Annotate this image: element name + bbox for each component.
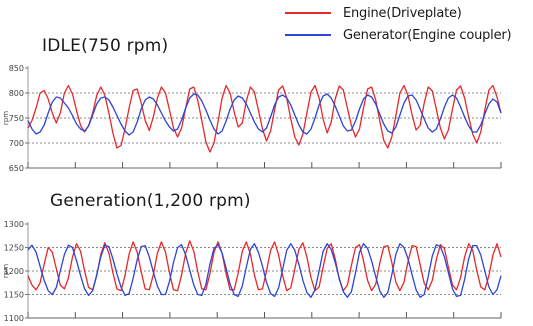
y-axis-label: rpm bbox=[2, 111, 10, 125]
y-tick-label: 700 bbox=[9, 139, 24, 148]
legend-item-engine: Engine(Driveplate) bbox=[285, 2, 530, 24]
generator-series-line bbox=[27, 243, 502, 298]
y-tick-label: 800 bbox=[9, 89, 24, 98]
y-tick-label: 850 bbox=[9, 64, 24, 73]
y-tick-label: 1250 bbox=[4, 244, 24, 253]
legend-label-engine: Engine(Driveplate) bbox=[343, 5, 462, 21]
legend-swatch-engine bbox=[285, 12, 331, 14]
y-tick-label: 1150 bbox=[4, 291, 24, 300]
legend: Engine(Driveplate) Generator(Engine coup… bbox=[285, 2, 530, 46]
y-tick-label: 1200 bbox=[4, 267, 24, 276]
y-tick-label: 1100 bbox=[4, 314, 24, 323]
engine-series-line bbox=[27, 84, 502, 153]
idle-chart: 650 700 750 800 850 rpm bbox=[2, 64, 502, 173]
y-tick-label: 650 bbox=[9, 164, 24, 173]
engine-series-line bbox=[27, 240, 502, 292]
y-tick-label: 750 bbox=[9, 114, 24, 123]
generation-chart: 1100 1150 1200 1250 1300 rpm bbox=[2, 220, 502, 323]
legend-label-generator: Generator(Engine coupler) bbox=[343, 27, 512, 43]
idle-chart-title: IDLE(750 rpm) bbox=[42, 36, 169, 56]
y-tick-label: 1300 bbox=[4, 220, 24, 229]
y-axis-label: rpm bbox=[2, 264, 10, 278]
legend-swatch-generator bbox=[285, 34, 331, 36]
generator-series-line bbox=[27, 93, 502, 136]
generation-chart-title: Generation(1,200 rpm) bbox=[50, 191, 251, 211]
legend-item-generator: Generator(Engine coupler) bbox=[285, 24, 530, 46]
